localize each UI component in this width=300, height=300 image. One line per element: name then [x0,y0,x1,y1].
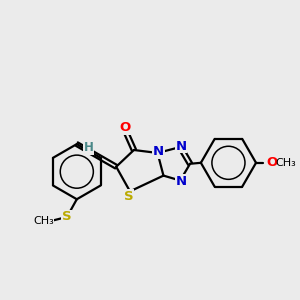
Text: H: H [84,141,94,154]
Text: S: S [62,211,72,224]
Text: CH₃: CH₃ [33,216,54,226]
Text: O: O [119,121,131,134]
Text: N: N [153,146,164,158]
Text: O: O [267,156,278,169]
Text: CH₃: CH₃ [276,158,296,168]
Text: N: N [176,175,187,188]
Text: S: S [124,190,134,203]
Text: N: N [176,140,187,153]
